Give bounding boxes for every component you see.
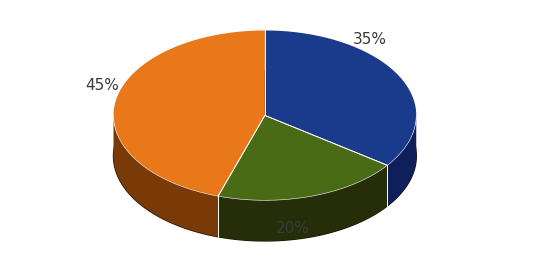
Text: 20%: 20% — [275, 221, 309, 236]
Polygon shape — [388, 116, 416, 206]
Polygon shape — [218, 115, 388, 200]
Text: 45%: 45% — [85, 78, 119, 93]
Polygon shape — [114, 71, 416, 241]
Text: 35%: 35% — [353, 32, 387, 47]
Polygon shape — [114, 116, 218, 237]
Polygon shape — [265, 30, 416, 165]
Polygon shape — [114, 30, 265, 196]
Polygon shape — [218, 165, 388, 241]
